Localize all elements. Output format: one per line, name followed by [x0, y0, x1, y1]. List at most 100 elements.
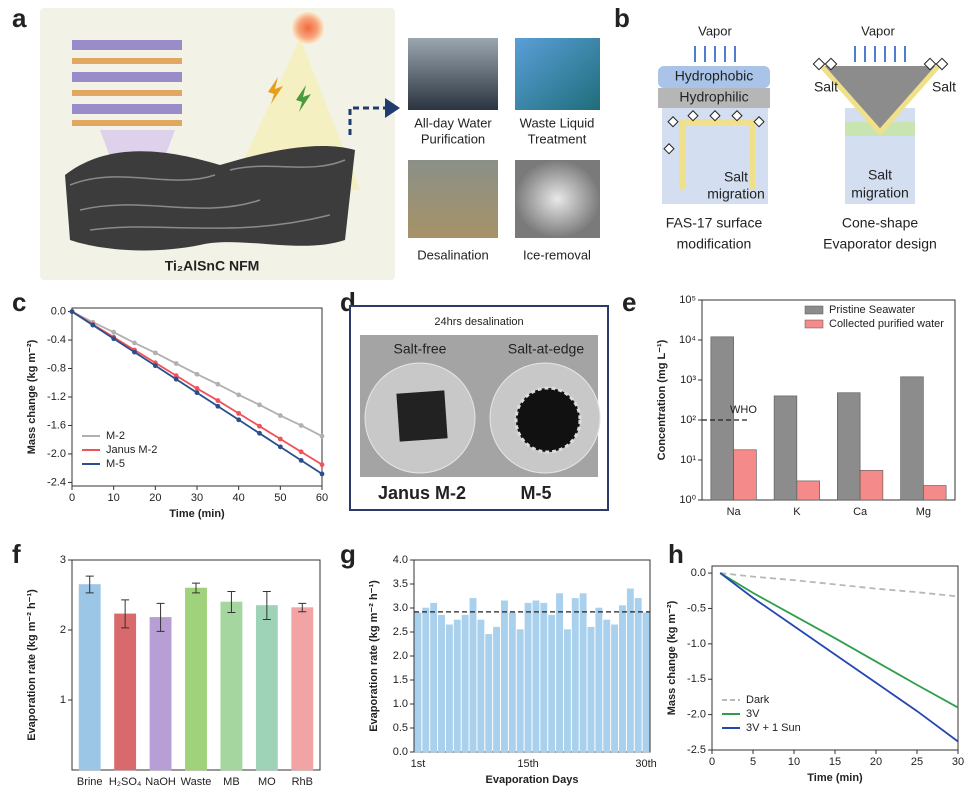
photo: [515, 160, 600, 238]
layer-label: Hydrophobic: [675, 68, 754, 84]
x-tick-label: Mg: [916, 506, 931, 518]
data-point: [152, 363, 158, 369]
data-point: [257, 402, 262, 408]
data-point: [319, 462, 325, 468]
vapor-label: Vapor: [698, 23, 732, 38]
y-tick-label: 1: [60, 694, 66, 706]
data-point: [236, 417, 242, 423]
photo: [515, 38, 600, 110]
vapor-arrows: [694, 46, 906, 62]
sample-name: Janus M-2: [378, 483, 466, 503]
bar: [445, 624, 453, 753]
bar: [78, 584, 101, 771]
y-tick-label: 4.0: [393, 554, 408, 566]
bar: [579, 593, 587, 753]
migration-label: migration: [851, 185, 909, 201]
x-tick-label: 40: [233, 492, 245, 504]
bar: [563, 629, 571, 753]
error-bar: [156, 602, 165, 632]
design-caption: FAS-17 surface: [666, 215, 763, 231]
data-point: [194, 390, 200, 396]
y-tick-label: 1.0: [393, 698, 408, 710]
salt-crystals: [812, 57, 949, 71]
y-tick-label: 0.5: [393, 722, 408, 734]
application-label: Ice-removal: [523, 247, 591, 262]
error-bar: [227, 591, 236, 613]
bar: [461, 614, 469, 753]
error-bar: [262, 591, 271, 620]
y-tick-label: -1.6: [47, 419, 66, 431]
legend-swatch: [804, 319, 824, 329]
legend-label: 3V + 1 Sun: [746, 722, 801, 734]
error-bar: [121, 599, 130, 629]
sample-state: Salt-free: [394, 341, 447, 357]
data-point: [132, 349, 137, 355]
x-tick-label: 1st: [411, 758, 426, 770]
data-point: [257, 423, 262, 429]
x-tick-label: 15th: [517, 758, 538, 770]
panel-label: f: [12, 539, 21, 569]
y-axis-label: Mass change (kg m⁻²): [26, 339, 38, 454]
data-point: [173, 361, 179, 366]
application-label: Treatment: [528, 131, 587, 146]
y-tick-label: 3.0: [393, 602, 408, 614]
bar: [493, 626, 501, 753]
data-point: [69, 309, 75, 314]
legend-label: Collected purified water: [829, 318, 944, 330]
bar: [773, 395, 798, 501]
data-line: [719, 572, 959, 709]
photo: [408, 38, 498, 110]
x-tick-label: Waste: [181, 776, 212, 788]
y-axis-label: Mass change (kg m⁻²): [666, 600, 678, 715]
data-point: [111, 336, 117, 342]
legend-label: M-2: [106, 430, 125, 442]
bar: [414, 612, 422, 753]
panel-label: h: [668, 539, 684, 569]
y-tick-label: 10⁰: [679, 494, 696, 506]
photo-title: 24hrs desalination: [434, 316, 523, 328]
frame: [679, 119, 755, 190]
bar: [422, 607, 430, 753]
legend-label: Dark: [746, 694, 770, 706]
x-axis-label: Evaporation Days: [486, 774, 579, 786]
bar: [626, 588, 634, 753]
x-axis-label: Time (min): [169, 508, 225, 520]
x-tick-label: NaOH: [145, 776, 176, 788]
x-tick-label: 20: [870, 756, 882, 768]
application-label: Purification: [421, 131, 485, 146]
bar: [587, 626, 595, 753]
legend-label: 3V: [746, 708, 760, 720]
bar: [634, 598, 642, 753]
sun: [292, 12, 324, 44]
migration-label: Salt: [724, 169, 748, 185]
bar: [114, 613, 137, 771]
y-tick-label: 10³: [680, 374, 696, 386]
bar: [430, 602, 438, 753]
bar: [710, 336, 734, 501]
error-bar: [298, 602, 307, 613]
sample-state: Salt-at-edge: [508, 341, 584, 357]
layer-label: Hydrophilic: [679, 89, 748, 105]
data-line: [720, 572, 959, 598]
y-tick-label: 2.5: [393, 626, 408, 638]
error-bar: [192, 582, 200, 594]
sample-name: M-5: [521, 483, 552, 503]
y-tick-label: -0.4: [47, 334, 66, 346]
y-tick-label: -2.4: [47, 476, 66, 488]
y-tick-label: -0.5: [687, 602, 706, 614]
cone-edge: [816, 60, 944, 136]
data-point: [132, 340, 137, 346]
data-point: [173, 373, 179, 379]
sample: [514, 386, 582, 454]
lightning: [296, 85, 311, 112]
bar: [477, 619, 485, 753]
y-tick-label: 0.0: [691, 567, 706, 579]
panel-label: a: [12, 3, 27, 33]
data-point: [152, 350, 158, 356]
bar: [611, 624, 619, 753]
bar: [516, 629, 524, 753]
x-tick-label: 0: [69, 492, 75, 504]
y-axis-label: Concentration (mg L⁻¹): [656, 339, 668, 460]
x-tick-label: 15: [829, 756, 841, 768]
data-point: [111, 329, 117, 335]
